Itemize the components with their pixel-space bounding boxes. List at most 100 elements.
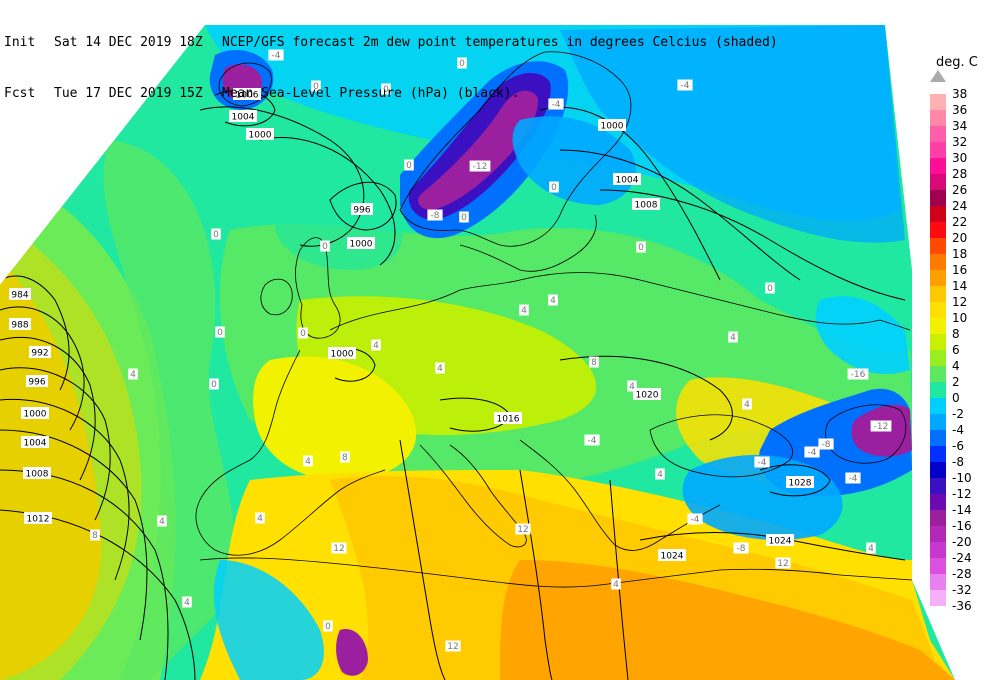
header-init-key: Init [4, 35, 36, 50]
legend-swatch [930, 190, 946, 206]
header-fcst-desc: Mean Sea-Level Pressure (hPa) (black). [222, 86, 520, 101]
header-fcst-key: Fcst [4, 86, 36, 101]
value-label: 0 [313, 82, 319, 92]
isobar-label-bg [21, 436, 49, 448]
legend-swatch [930, 574, 946, 590]
isobar-label: 1004 [232, 113, 255, 123]
value-label-bg [627, 380, 637, 392]
value-label: 0 [638, 243, 644, 253]
isobar-label-bg [233, 88, 261, 100]
legend-tick-label: -12 [952, 487, 972, 501]
value-label-bg [687, 513, 703, 525]
coast-iceland [218, 62, 272, 107]
value-label: 4 [744, 400, 750, 410]
value-label-bg [870, 420, 892, 432]
legend-tick-label: 6 [952, 343, 960, 357]
value-label: 8 [342, 453, 348, 463]
legend-swatch [930, 462, 946, 478]
value-label: -4 [681, 81, 690, 91]
isobar-label: 1000 [24, 410, 47, 420]
coast-italy [419, 444, 527, 548]
legend-swatch [930, 334, 946, 350]
value-label: -4 [691, 515, 700, 525]
legend-swatch [930, 526, 946, 542]
coast-baltic [459, 214, 597, 272]
value-label: 8 [591, 358, 597, 368]
value-label-bg [733, 542, 749, 554]
isobar-label: 1000 [249, 131, 272, 141]
value-label-bg [255, 512, 265, 524]
legend-swatch [930, 590, 946, 606]
value-label-bg [331, 542, 347, 554]
isobar-label: 988 [11, 321, 28, 331]
isobar-label: 1008 [26, 470, 49, 480]
value-label-bg [804, 446, 820, 458]
legend-swatch [930, 382, 946, 398]
isobar-label-bg [613, 173, 641, 185]
value-label: -4 [588, 436, 597, 446]
value-label: 4 [613, 580, 619, 590]
isobar-label-bg [26, 375, 48, 387]
legend-swatch [930, 110, 946, 126]
header-line-init: Init Sat 14 DEC 2019 18Z NCEP/GFS forecast… [4, 34, 778, 51]
value-label-bg [457, 57, 467, 69]
isobar-label-bg [9, 288, 31, 300]
shade-algeria-core [336, 629, 368, 676]
value-label: 4 [305, 457, 311, 467]
isobar-label: 996 [28, 378, 45, 388]
value-label-bg [754, 456, 770, 468]
isobar-label-bg [598, 119, 626, 131]
value-label-bg [728, 331, 738, 343]
header-fcst-date: Tue 17 DEC 2019 15Z [54, 86, 203, 101]
legend-tick-label: -28 [952, 567, 972, 581]
legend-swatch [930, 318, 946, 334]
value-label-bg [459, 211, 469, 223]
isobar-label-bg [351, 203, 373, 215]
legend-swatch [930, 222, 946, 238]
isobar-label-bg [229, 110, 257, 122]
isobar-label-bg [328, 347, 356, 359]
legend-tick-label: -14 [952, 503, 972, 517]
legend-tick-label: -36 [952, 599, 972, 613]
isobar [259, 136, 396, 266]
value-label-bg [157, 515, 167, 527]
value-label: 12 [447, 642, 458, 652]
shade-scandinavia-verycold [418, 90, 539, 210]
isobar [0, 275, 70, 391]
legend-swatch [930, 254, 946, 270]
value-label: -12 [874, 422, 889, 432]
value-label-bg [742, 398, 752, 410]
legend-tick-label: 0 [952, 391, 960, 405]
value-label: 0 [406, 161, 412, 171]
value-label: 4 [437, 364, 443, 374]
value-label: 0 [459, 59, 465, 69]
value-label: 4 [730, 333, 736, 343]
value-label: 12 [333, 544, 344, 554]
legend-tick-label: -8 [952, 455, 964, 469]
shade-atlantic-green [103, 140, 235, 680]
isobar-label: 1000 [331, 350, 354, 360]
value-label: 12 [517, 525, 528, 535]
isobar-label-bg [494, 412, 522, 424]
coast-continent [329, 272, 911, 331]
coast-blacksea [649, 414, 793, 478]
isobar-label: 992 [31, 349, 48, 359]
value-label: 0 [325, 622, 331, 632]
value-label-bg [182, 596, 192, 608]
legend-tick-label: 8 [952, 327, 960, 341]
isobar [0, 429, 148, 641]
value-label-bg [215, 326, 225, 338]
value-label-bg [211, 228, 221, 240]
isobar-label: 1012 [27, 515, 50, 525]
value-label: 0 [551, 183, 557, 193]
legend-swatch [930, 94, 946, 110]
legend-swatch [930, 430, 946, 446]
value-label-bg [128, 368, 138, 380]
coast-africa [199, 557, 913, 588]
value-label: 4 [868, 544, 874, 554]
legend-tick-label: 14 [952, 279, 968, 293]
value-label-bg [845, 472, 861, 484]
legend-swatch [930, 478, 946, 494]
legend-tick-label: 18 [952, 247, 968, 261]
